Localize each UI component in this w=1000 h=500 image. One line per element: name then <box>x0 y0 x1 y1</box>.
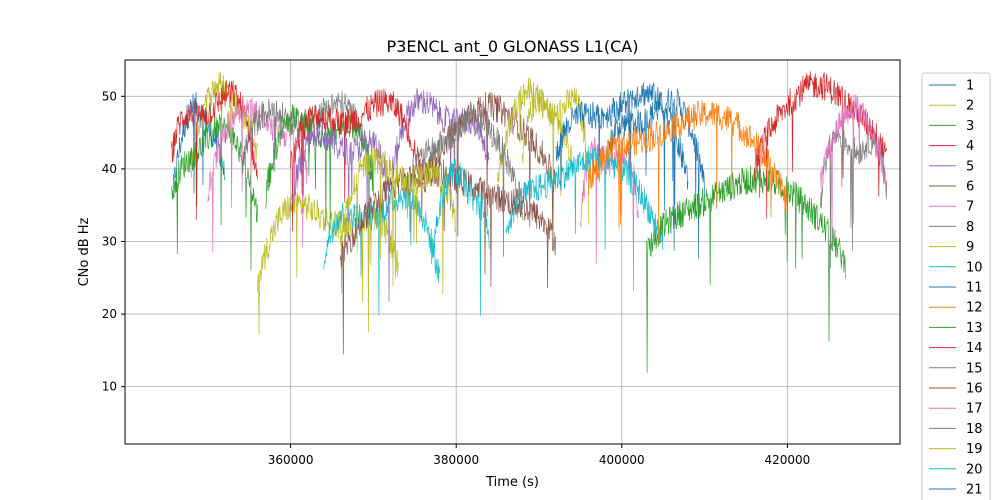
y-tick-label: 50 <box>102 89 117 103</box>
series-line-20 <box>431 158 490 316</box>
x-ticks: 360000 380000 400000 420000 <box>268 444 810 467</box>
legend-label: 13 <box>966 321 983 336</box>
legend-label: 20 <box>966 462 983 477</box>
legend-label: 7 <box>966 200 974 215</box>
series-line-17 <box>820 93 888 249</box>
x-tick-label: 420000 <box>764 453 810 467</box>
y-tick-label: 20 <box>102 307 117 321</box>
legend-label: 2 <box>966 99 974 114</box>
chart-title: P3ENCL ant_0 GLONASS L1(CA) <box>387 37 639 57</box>
legend-label: 1 <box>966 79 974 94</box>
legend-label: 10 <box>966 260 983 275</box>
y-ticks: 10 20 30 40 50 <box>102 89 125 394</box>
series-line-11 <box>555 82 689 251</box>
y-tick-label: 30 <box>102 234 117 248</box>
series-line-4 <box>753 71 888 219</box>
legend-label: 14 <box>966 341 983 356</box>
series-line-15 <box>290 121 391 302</box>
series-line-9 <box>497 77 573 183</box>
legend-label: 17 <box>966 402 983 417</box>
series-line-4 <box>171 80 258 220</box>
x-tick-label: 360000 <box>268 453 314 467</box>
x-tick-label: 380000 <box>433 453 479 467</box>
y-axis-label: CNo dB Hz <box>77 217 92 286</box>
y-tick-label: 40 <box>102 162 117 176</box>
series-line-14 <box>290 88 424 232</box>
legend-label: 4 <box>966 139 974 154</box>
series-line-19 <box>339 147 457 295</box>
plot-frame <box>124 59 901 445</box>
y-tick-label: 10 <box>102 380 117 394</box>
grid <box>125 60 900 444</box>
legend-label: 8 <box>966 220 974 235</box>
x-tick-label: 400000 <box>599 453 645 467</box>
legend-label: 21 <box>966 483 983 498</box>
series-line-10 <box>505 144 664 251</box>
legend-label: 15 <box>966 361 983 376</box>
legend-label: 9 <box>966 240 974 255</box>
x-axis-label: Time (s) <box>485 475 539 490</box>
legend-label: 18 <box>966 422 983 437</box>
legend-label: 19 <box>966 442 983 457</box>
legend-label: 6 <box>966 180 974 195</box>
series-line-18 <box>406 107 523 257</box>
series-line-12 <box>588 100 788 246</box>
series-line-2 <box>522 87 590 234</box>
legend-label: 3 <box>966 119 974 134</box>
legend-label: 11 <box>966 281 983 296</box>
legend-label: 5 <box>966 159 974 174</box>
series-line-3 <box>646 165 846 373</box>
series-line-3 <box>171 113 258 271</box>
series-layer <box>171 71 888 373</box>
series-line-9 <box>257 190 399 335</box>
legend-label: 12 <box>966 301 983 316</box>
legend-label: 16 <box>966 382 983 397</box>
